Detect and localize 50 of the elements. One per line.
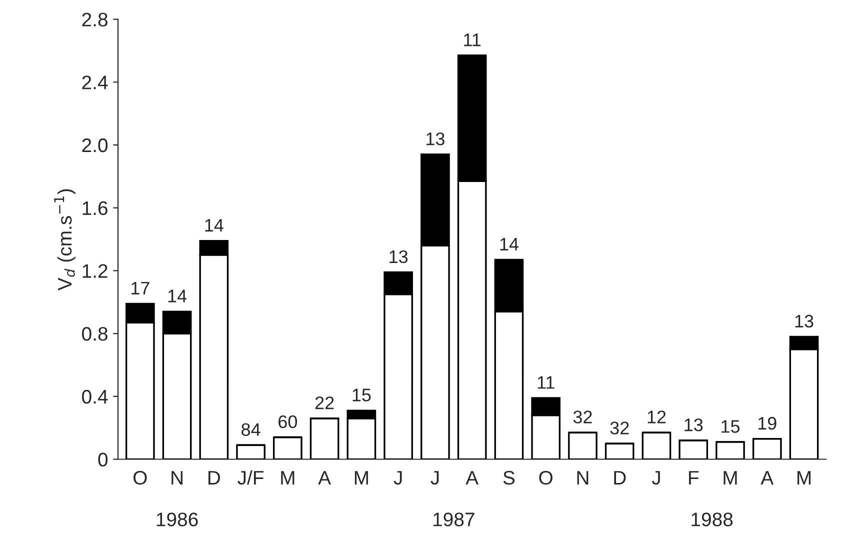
text: 1986	[156, 512, 198, 526]
annotation: 19	[758, 416, 776, 430]
annotation: 13	[390, 250, 408, 264]
x-tick-label: J	[652, 471, 660, 485]
annotation: 15	[352, 388, 371, 402]
annotation: 22	[315, 396, 334, 410]
x-tick-label: O	[539, 470, 552, 485]
y-tick-label: 0.8	[82, 327, 108, 341]
x-tick-label: M	[281, 471, 294, 484]
annotation: 11	[538, 376, 554, 389]
y-tick-label: 1.2	[82, 264, 108, 278]
y-axis-title: V$_{d}$ (cm.s$^{−1}$)	[54, 189, 76, 290]
text: 1988	[692, 512, 733, 526]
x-tick-label: F	[689, 471, 699, 484]
annotation: 17	[131, 282, 150, 294]
annotation: 11	[464, 34, 481, 46]
annotation: 32	[610, 422, 629, 434]
annotation: 60	[278, 415, 298, 428]
annotation: 13	[795, 314, 814, 328]
annotation: 32	[573, 410, 592, 424]
x-tick-label: A	[760, 471, 774, 484]
y-tick-label: 2.0	[82, 138, 108, 152]
annotation: 15	[722, 420, 740, 433]
x-tick-label: D	[208, 471, 220, 484]
x-tick-label: N	[172, 471, 182, 484]
y-tick-label: 2.4	[82, 76, 108, 90]
text: 1987	[433, 512, 474, 526]
y-tick-label: 1.6	[82, 201, 108, 216]
annotation: 12	[648, 410, 666, 424]
x-tick-label: A	[318, 471, 331, 484]
x-tick-label: J	[394, 471, 402, 485]
x-tick-label: M	[724, 471, 737, 484]
x-tick-label: D	[614, 471, 626, 484]
annotation: 13	[684, 418, 703, 432]
y-tick-label: 0.4	[82, 390, 108, 404]
annotation: 14	[205, 219, 224, 232]
x-tick-label: J/F	[238, 470, 264, 485]
x-tick-label: J	[430, 471, 439, 485]
x-tick-label: M	[354, 471, 368, 484]
y-tick-label: 2.8	[82, 12, 108, 26]
x-tick-label: A	[466, 471, 479, 484]
y-tick-label: 0	[98, 452, 108, 466]
annotation: 84	[242, 423, 260, 436]
annotation: 14	[168, 290, 187, 302]
annotation: 14	[500, 238, 518, 250]
x-tick-label: O	[134, 470, 147, 485]
x-tick-label: N	[577, 471, 588, 484]
x-tick-label: M	[798, 471, 811, 484]
x-tick-label: S	[503, 470, 515, 485]
annotation: 13	[426, 132, 444, 146]
